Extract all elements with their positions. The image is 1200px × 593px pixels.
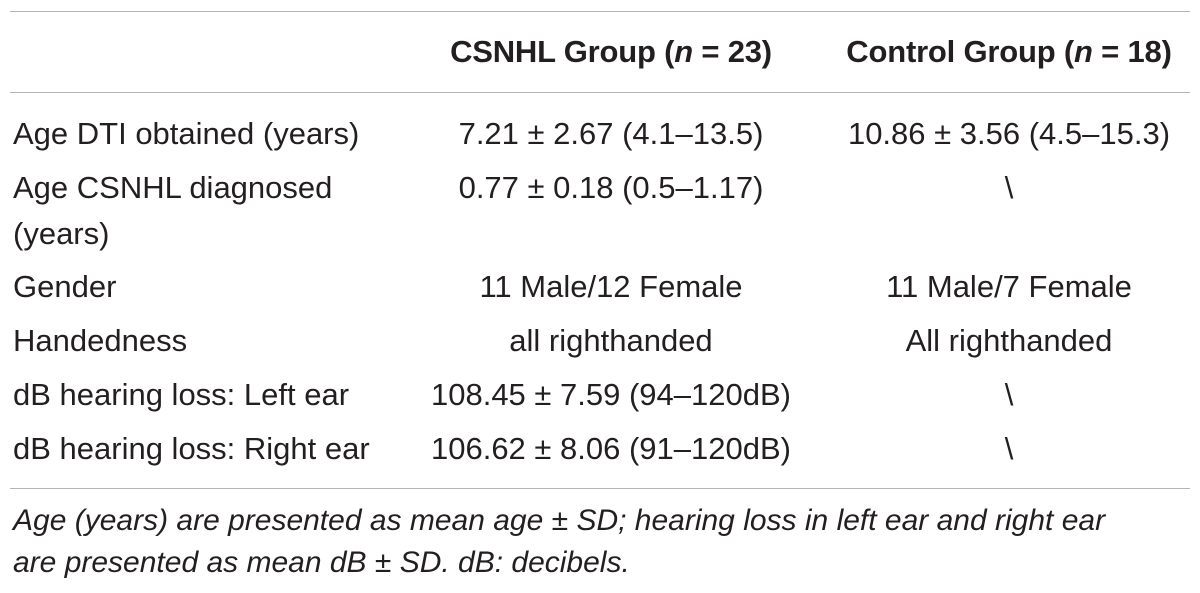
row-left-ear-label: dB hearing loss: Left ear — [13, 377, 350, 412]
header-csnhl-n-symbol: n — [674, 34, 693, 69]
header-control-label: Control Group ( — [846, 34, 1075, 69]
row-left-ear-control: \ — [1004, 377, 1014, 412]
row-gender-csnhl: 11 Male/12 Female — [479, 269, 743, 304]
header-csnhl-label: CSNHL Group ( — [450, 34, 675, 69]
table-footnote: Age (years) are presented as mean age ± … — [13, 500, 1193, 584]
row-right-ear-control: \ — [1004, 431, 1014, 466]
row-age-dti-control: 10.86 ± 3.56 (4.5–15.3) — [847, 116, 1171, 151]
row-gender-control: 11 Male/7 Female — [886, 269, 1132, 304]
header-csnhl-group: CSNHL Group (n = 23) — [412, 30, 810, 74]
header-control-n-symbol: n — [1074, 34, 1093, 69]
header-control-n-value: = 18) — [1092, 34, 1172, 69]
row-age-diagnosed-control: \ — [1004, 170, 1014, 205]
row-gender-label: Gender — [13, 269, 117, 304]
footnote-line-1: Age (years) are presented as mean age ± … — [13, 504, 1106, 537]
header-csnhl-n-value: = 23) — [692, 34, 772, 69]
row-handedness-control: All righthanded — [905, 323, 1113, 358]
row-handedness-label: Handedness — [13, 323, 188, 358]
row-right-ear-csnhl: 106.62 ± 8.06 (91–120dB) — [430, 431, 791, 466]
row-left-ear-csnhl: 108.45 ± 7.59 (94–120dB) — [430, 377, 791, 412]
table-bottom-rule — [10, 488, 1190, 489]
table-top-rule — [10, 11, 1190, 12]
row-age-dti-csnhl: 7.21 ± 2.67 (4.1–13.5) — [458, 116, 764, 151]
row-age-diagnosed-label-line2: (years) — [13, 216, 110, 251]
row-right-ear-label: dB hearing loss: Right ear — [13, 431, 370, 466]
row-age-diagnosed-csnhl: 0.77 ± 0.18 (0.5–1.17) — [458, 170, 764, 205]
row-age-diagnosed-label-line1: Age CSNHL diagnosed — [13, 170, 333, 205]
row-handedness-csnhl: all righthanded — [509, 323, 713, 358]
footnote-line-2: are presented as mean dB ± SD. dB: decib… — [13, 546, 630, 579]
row-age-dti-label: Age DTI obtained (years) — [13, 116, 360, 151]
header-control-group: Control Group (n = 18) — [828, 30, 1190, 74]
header-bottom-rule — [10, 92, 1190, 93]
